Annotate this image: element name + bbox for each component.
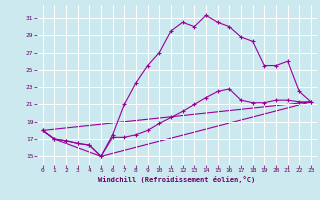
X-axis label: Windchill (Refroidissement éolien,°C): Windchill (Refroidissement éolien,°C) — [98, 176, 255, 183]
